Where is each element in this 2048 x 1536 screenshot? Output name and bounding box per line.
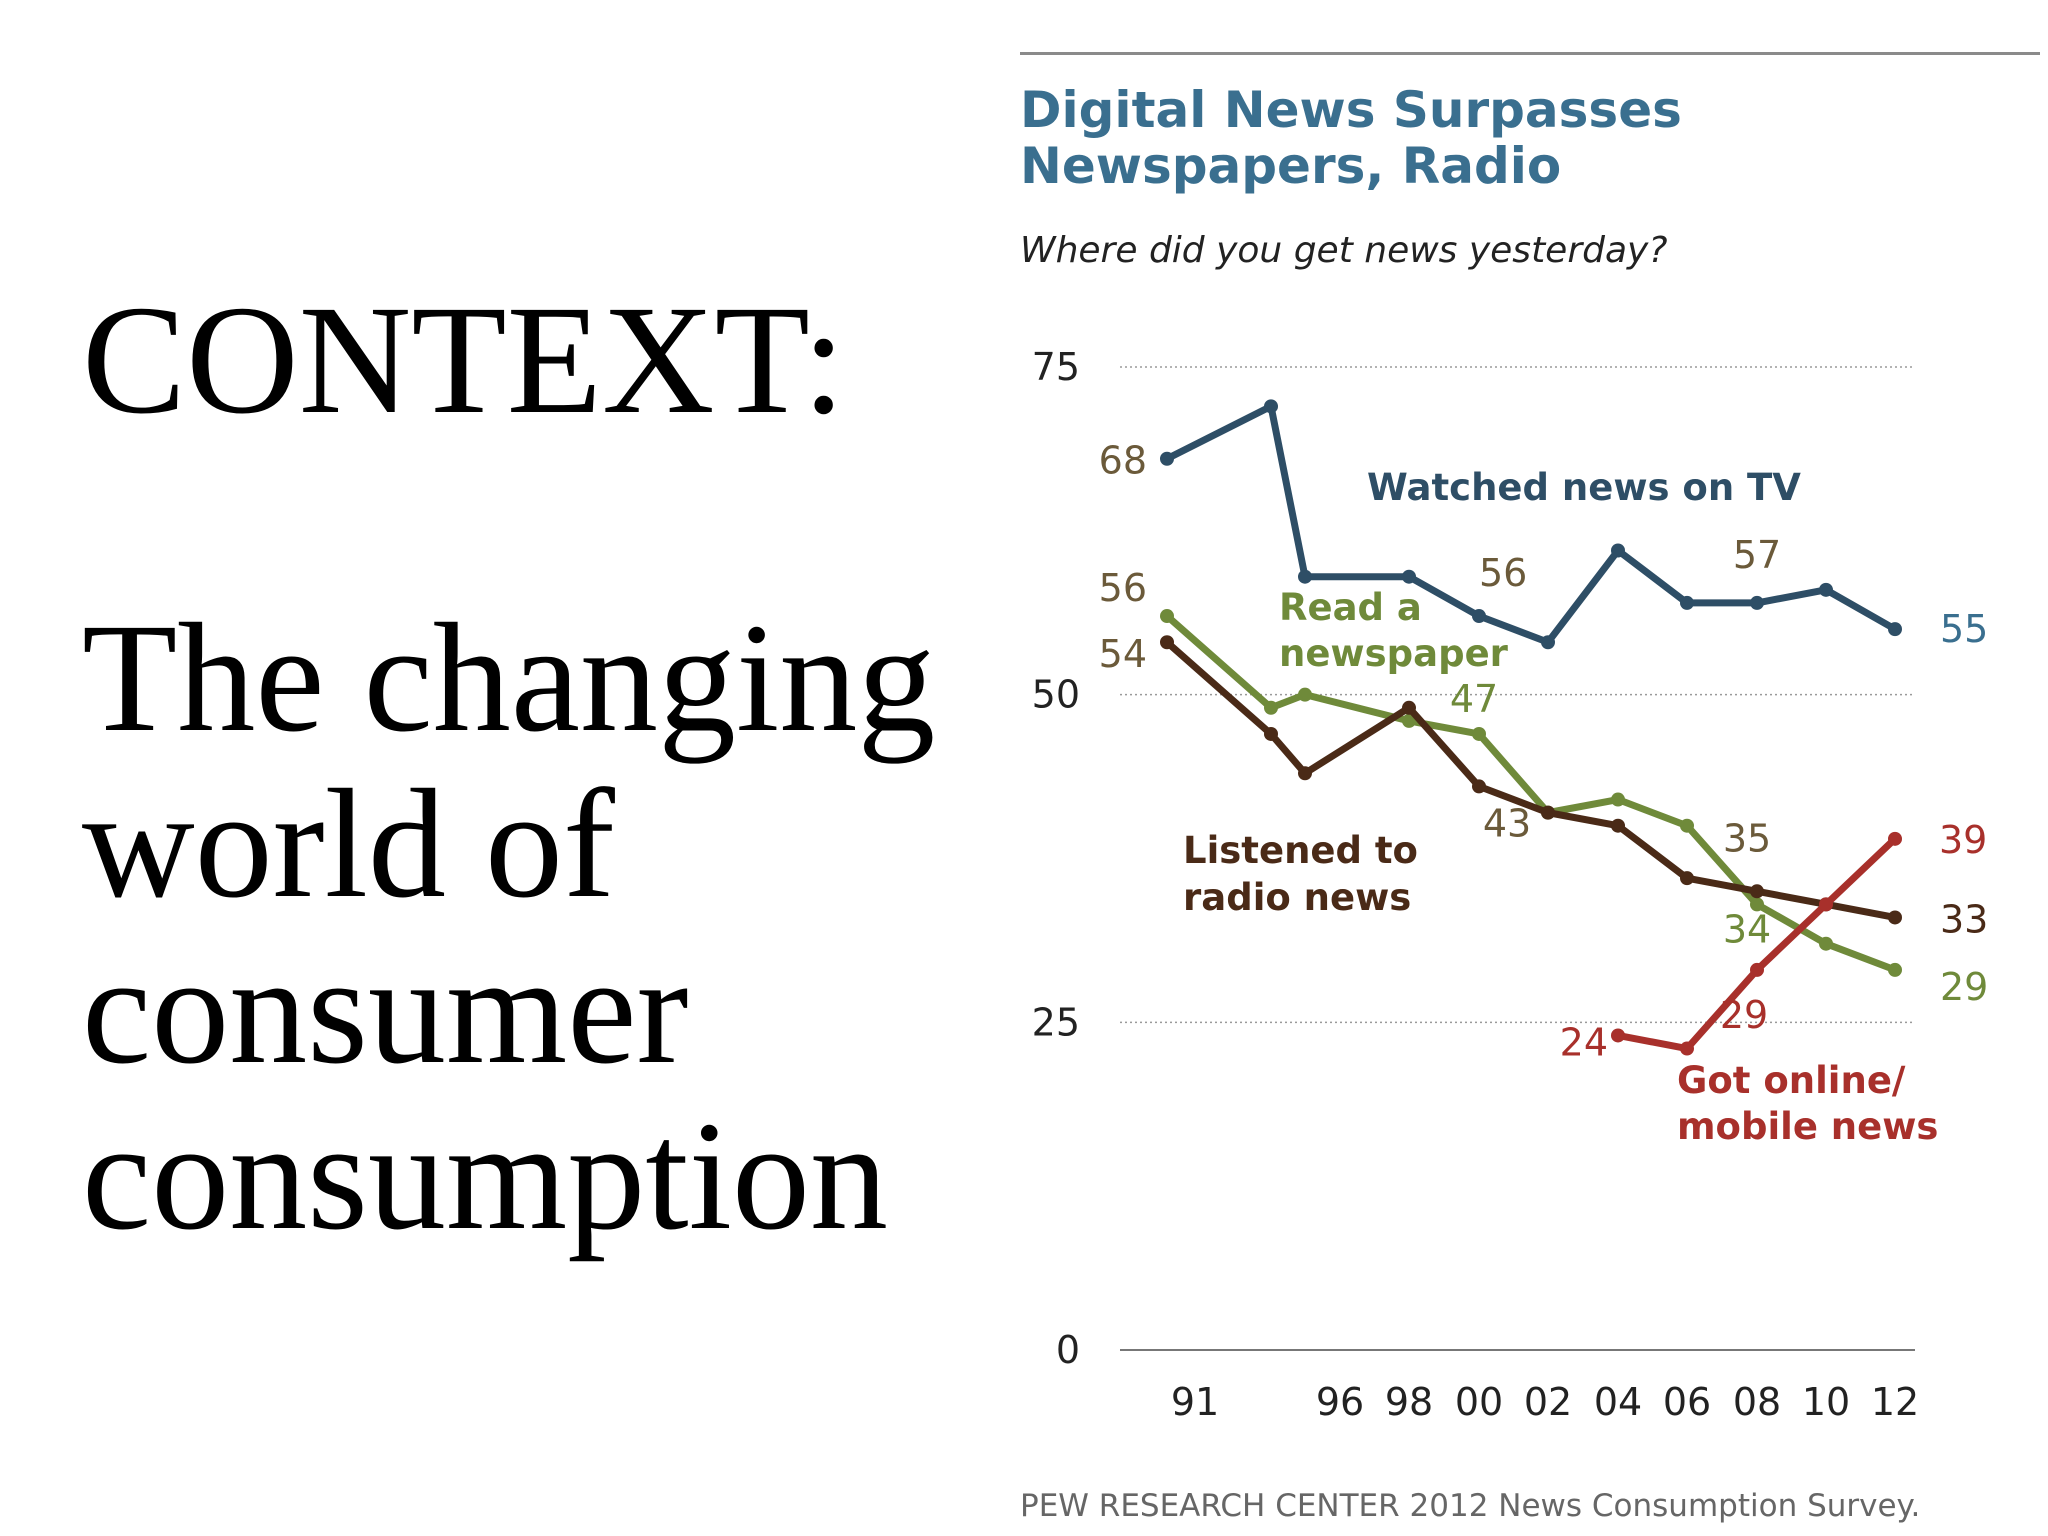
data-point [1680, 1041, 1694, 1056]
chart-title-line: Digital News Surpasses [1020, 81, 1682, 139]
data-point [1888, 622, 1902, 637]
data-point [1541, 805, 1555, 820]
x-tick-label: 10 [1802, 1380, 1850, 1424]
x-tick-label: 96 [1316, 1380, 1364, 1424]
x-tick-label: 91 [1171, 1380, 1219, 1424]
data-point [1472, 726, 1486, 741]
chart-source: PEW RESEARCH CENTER 2012 News Consumptio… [1020, 1488, 1921, 1524]
slide-heading: CONTEXT: [82, 273, 846, 446]
data-point [1819, 936, 1833, 951]
data-point [1888, 831, 1902, 846]
series-name-label: mobile news [1677, 1105, 1938, 1148]
chart-panel: Digital News Surpasses Newspapers, Radio… [1010, 0, 2048, 1536]
data-point [1298, 766, 1312, 781]
data-point [1160, 609, 1174, 624]
data-label: 24 [1560, 1020, 1608, 1064]
data-label: 39 [1939, 818, 1987, 862]
series-name-label: Read a [1279, 586, 1422, 629]
x-tick-label: 04 [1594, 1380, 1642, 1424]
data-point [1611, 818, 1625, 833]
series-line [1163, 402, 1899, 646]
series-name-label: Listened to [1183, 829, 1418, 872]
data-point [1819, 897, 1833, 912]
data-point [1888, 910, 1902, 925]
chart-title: Digital News Surpasses Newspapers, Radio [1020, 82, 1920, 194]
data-label: 57 [1733, 533, 1781, 577]
chart-title-line: Newspapers, Radio [1020, 137, 1562, 195]
series-name-label: Watched news on TV [1367, 466, 1801, 509]
chart-top-rule [1020, 52, 2040, 55]
data-point [1680, 818, 1694, 833]
x-tick-label: 00 [1455, 1380, 1503, 1424]
data-point [1472, 779, 1486, 794]
data-point [1750, 897, 1764, 912]
data-point [1680, 871, 1694, 886]
slide-body: The changing world of consumer consumpti… [82, 595, 982, 1259]
series-name-label: Got online/ [1677, 1059, 1906, 1102]
data-label: 47 [1450, 677, 1498, 721]
y-tick-label: 75 [1032, 345, 1080, 389]
data-point [1160, 635, 1174, 650]
data-point [1160, 451, 1174, 466]
data-point [1750, 884, 1764, 899]
data-point [1402, 713, 1416, 728]
chart-subtitle: Where did you get news yesterday? [1020, 230, 1668, 271]
data-label: 68 [1099, 439, 1147, 483]
slide-body-line: consumer [82, 923, 689, 1096]
data-label: 34 [1723, 907, 1771, 951]
data-point [1541, 635, 1555, 650]
data-point [1680, 595, 1694, 610]
data-point [1750, 595, 1764, 610]
series-name-label: radio news [1183, 876, 1411, 919]
data-label: 56 [1479, 551, 1527, 595]
y-tick-label: 0 [1056, 1328, 1080, 1372]
data-point [1298, 687, 1312, 702]
data-point [1402, 700, 1416, 715]
data-point [1611, 792, 1625, 807]
data-point [1888, 962, 1902, 977]
data-label: 56 [1099, 566, 1147, 610]
data-point [1611, 1028, 1625, 1043]
data-point [1264, 399, 1278, 414]
x-tick-label: 12 [1871, 1380, 1919, 1424]
slide-body-line: consumption [82, 1089, 888, 1262]
data-label: 33 [1940, 897, 1988, 941]
data-label: 29 [1720, 993, 1768, 1037]
slide-body-line: The changing [82, 591, 936, 764]
x-tick-label: 98 [1385, 1380, 1433, 1424]
data-point [1472, 609, 1486, 624]
data-label: 29 [1940, 965, 1988, 1009]
data-point [1750, 962, 1764, 977]
x-tick-label: 08 [1733, 1380, 1781, 1424]
y-tick-label: 50 [1032, 673, 1080, 717]
data-point [1611, 543, 1625, 558]
slide-body-line: world of [82, 757, 615, 930]
data-label: 54 [1099, 632, 1147, 676]
x-tick-label: 02 [1524, 1380, 1572, 1424]
data-point [1402, 569, 1416, 584]
y-tick-label: 25 [1032, 1000, 1080, 1044]
data-label: 55 [1940, 607, 1988, 651]
x-tick-label: 06 [1663, 1380, 1711, 1424]
slide-text: CONTEXT: The changing world of consumer … [82, 280, 982, 1259]
data-point [1298, 569, 1312, 584]
series-name-label: newspaper [1279, 632, 1509, 675]
data-point [1819, 582, 1833, 597]
data-point [1264, 700, 1278, 715]
data-label: 43 [1483, 801, 1531, 845]
data-point [1264, 726, 1278, 741]
data-label: 35 [1723, 816, 1771, 860]
